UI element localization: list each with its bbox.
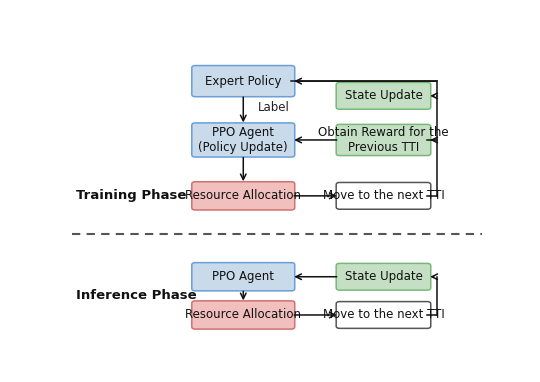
Text: PPO Agent: PPO Agent	[212, 270, 274, 283]
Text: Inference Phase: Inference Phase	[76, 289, 197, 303]
Text: Move to the next TTI: Move to the next TTI	[322, 309, 444, 322]
Text: Resource Allocation: Resource Allocation	[185, 309, 301, 322]
FancyBboxPatch shape	[192, 301, 295, 329]
Text: State Update: State Update	[345, 89, 422, 102]
FancyBboxPatch shape	[192, 262, 295, 291]
FancyBboxPatch shape	[336, 83, 431, 109]
Text: PPO Agent
(Policy Update): PPO Agent (Policy Update)	[199, 126, 288, 154]
Text: Expert Policy: Expert Policy	[205, 74, 281, 87]
Text: State Update: State Update	[345, 270, 422, 283]
FancyBboxPatch shape	[192, 123, 295, 157]
FancyBboxPatch shape	[336, 183, 431, 209]
FancyBboxPatch shape	[336, 302, 431, 329]
FancyBboxPatch shape	[192, 182, 295, 210]
FancyBboxPatch shape	[336, 263, 431, 290]
Text: Training Phase: Training Phase	[76, 189, 186, 202]
Text: Obtain Reward for the
Previous TTI: Obtain Reward for the Previous TTI	[318, 126, 449, 154]
FancyBboxPatch shape	[192, 66, 295, 97]
Text: Label: Label	[258, 100, 290, 113]
Text: Resource Allocation: Resource Allocation	[185, 189, 301, 202]
Text: Move to the next TTI: Move to the next TTI	[322, 189, 444, 202]
FancyBboxPatch shape	[336, 125, 431, 155]
